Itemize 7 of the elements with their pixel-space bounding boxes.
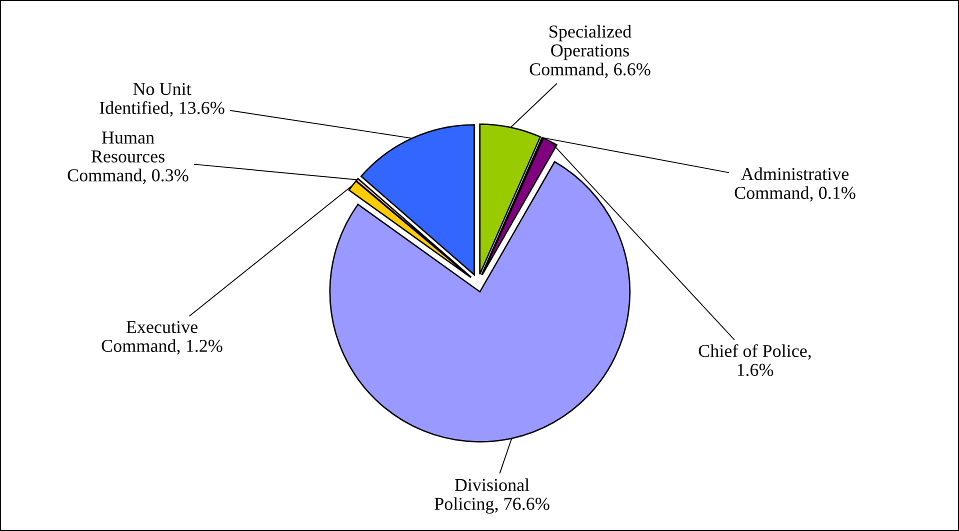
slice-label: Divisional Policing, 76.6% [434, 478, 550, 514]
slice-label: Specialized Operations Command, 6.6% [530, 24, 650, 78]
slice-label: Administrative Command, 0.1% [734, 167, 856, 202]
slice-label: Chief of Police, 1.6% [698, 344, 811, 376]
slice-label: Human Resources Command, 0.3% [68, 132, 188, 184]
slice-label: No Unit Identified, 13.6% [100, 82, 224, 117]
slice-label: Executive Command, 1.2% [102, 320, 222, 355]
